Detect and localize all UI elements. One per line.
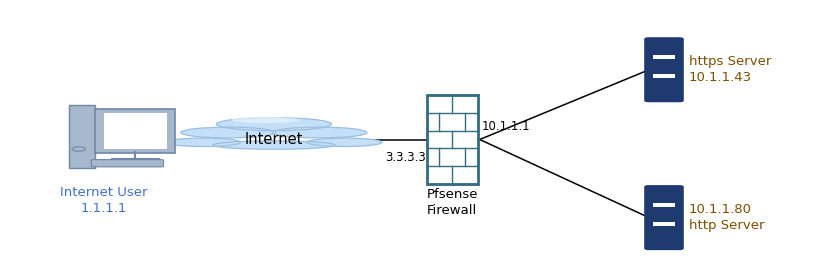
FancyBboxPatch shape <box>653 56 675 59</box>
Ellipse shape <box>166 138 241 146</box>
Text: https Server
10.1.1.43: https Server 10.1.1.43 <box>689 55 771 84</box>
Ellipse shape <box>212 141 335 149</box>
Text: 10.1.1.1: 10.1.1.1 <box>481 121 530 133</box>
Text: 3.3.3.3: 3.3.3.3 <box>385 151 426 164</box>
FancyBboxPatch shape <box>95 109 175 153</box>
Ellipse shape <box>307 138 382 146</box>
FancyBboxPatch shape <box>645 186 683 249</box>
Ellipse shape <box>232 117 300 123</box>
FancyBboxPatch shape <box>104 113 167 149</box>
FancyBboxPatch shape <box>653 203 675 207</box>
Ellipse shape <box>181 127 276 138</box>
Text: Pfsense
Firewall: Pfsense Firewall <box>427 188 478 217</box>
Ellipse shape <box>272 127 367 138</box>
FancyBboxPatch shape <box>69 105 95 168</box>
FancyBboxPatch shape <box>653 222 675 226</box>
FancyBboxPatch shape <box>653 74 675 78</box>
Text: 10.1.1.80
http Server: 10.1.1.80 http Server <box>689 203 764 232</box>
Text: Internet User
1.1.1.1: Internet User 1.1.1.1 <box>60 186 148 215</box>
FancyBboxPatch shape <box>91 160 164 167</box>
FancyBboxPatch shape <box>111 158 159 163</box>
FancyBboxPatch shape <box>427 95 478 184</box>
FancyBboxPatch shape <box>645 38 683 102</box>
Text: Internet: Internet <box>245 132 303 147</box>
Ellipse shape <box>217 118 331 131</box>
